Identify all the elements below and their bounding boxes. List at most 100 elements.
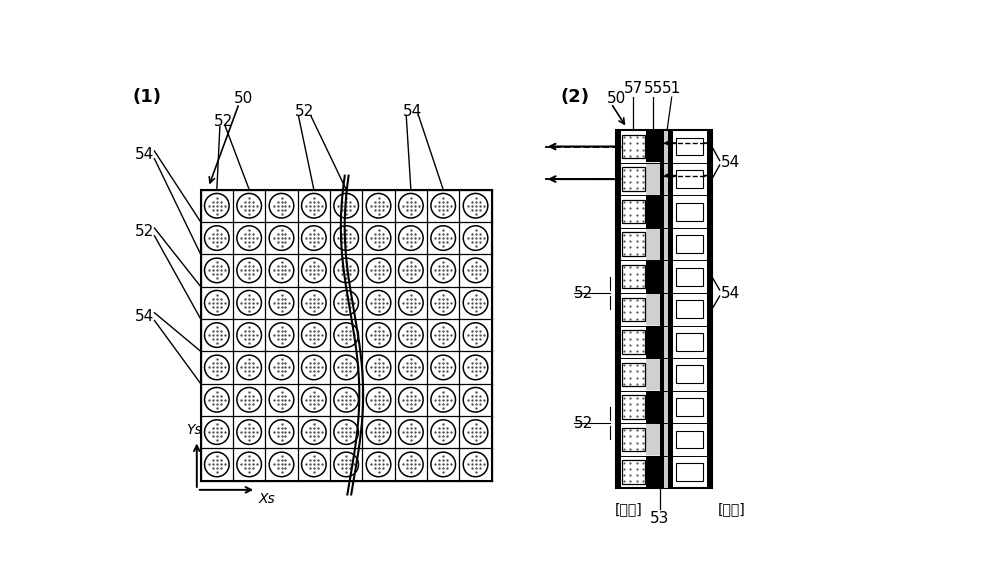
Bar — [622, 298, 645, 321]
Circle shape — [366, 355, 391, 380]
Text: 54: 54 — [134, 309, 154, 324]
Bar — [622, 460, 645, 484]
Circle shape — [463, 258, 488, 283]
Circle shape — [302, 355, 326, 380]
Bar — [676, 431, 703, 449]
Bar — [646, 130, 660, 488]
Bar — [646, 359, 660, 390]
Circle shape — [431, 194, 455, 218]
Bar — [622, 232, 645, 256]
Text: 52: 52 — [214, 114, 233, 129]
Circle shape — [302, 387, 326, 412]
Circle shape — [399, 323, 423, 347]
Circle shape — [269, 258, 294, 283]
Bar — [676, 137, 703, 156]
Circle shape — [334, 290, 358, 315]
Circle shape — [237, 194, 261, 218]
Text: [背面]: [背面] — [718, 502, 746, 516]
Bar — [676, 333, 703, 351]
Circle shape — [431, 355, 455, 380]
Circle shape — [302, 226, 326, 250]
Circle shape — [334, 420, 358, 445]
Circle shape — [431, 258, 455, 283]
Bar — [646, 391, 660, 423]
Circle shape — [302, 290, 326, 315]
Circle shape — [334, 258, 358, 283]
Circle shape — [302, 420, 326, 445]
Bar — [664, 130, 668, 488]
Bar — [646, 130, 660, 163]
Bar — [646, 424, 660, 455]
Circle shape — [302, 323, 326, 347]
Circle shape — [463, 355, 488, 380]
Circle shape — [302, 194, 326, 218]
Circle shape — [463, 226, 488, 250]
Text: 53: 53 — [650, 511, 670, 526]
Bar — [646, 261, 660, 292]
Bar — [646, 163, 660, 195]
Circle shape — [205, 452, 229, 477]
Circle shape — [269, 355, 294, 380]
Circle shape — [334, 355, 358, 380]
Bar — [707, 130, 712, 488]
Bar — [622, 428, 645, 451]
Circle shape — [302, 258, 326, 283]
Circle shape — [237, 323, 261, 347]
Text: 51: 51 — [662, 81, 681, 95]
Circle shape — [366, 387, 391, 412]
Text: 52: 52 — [574, 416, 593, 431]
Circle shape — [399, 226, 423, 250]
Bar — [622, 363, 645, 386]
Circle shape — [205, 194, 229, 218]
Circle shape — [269, 290, 294, 315]
Bar — [646, 326, 660, 357]
Circle shape — [366, 258, 391, 283]
Bar — [622, 395, 645, 419]
Text: 52: 52 — [134, 225, 154, 239]
Circle shape — [431, 387, 455, 412]
Bar — [622, 265, 645, 288]
Bar — [616, 130, 621, 488]
Circle shape — [399, 290, 423, 315]
Bar — [622, 200, 645, 223]
Bar — [646, 228, 660, 260]
Text: 54: 54 — [403, 104, 422, 119]
Circle shape — [431, 290, 455, 315]
Bar — [676, 398, 703, 416]
Bar — [646, 294, 660, 325]
Circle shape — [205, 258, 229, 283]
Circle shape — [366, 420, 391, 445]
Circle shape — [366, 226, 391, 250]
Bar — [668, 130, 673, 488]
Bar — [676, 268, 703, 285]
Circle shape — [334, 194, 358, 218]
Bar — [201, 190, 492, 481]
Circle shape — [399, 194, 423, 218]
Circle shape — [399, 387, 423, 412]
Bar — [676, 170, 703, 188]
Circle shape — [237, 290, 261, 315]
Circle shape — [399, 420, 423, 445]
Text: 57: 57 — [624, 81, 643, 95]
Text: 50: 50 — [606, 91, 626, 106]
Circle shape — [269, 194, 294, 218]
Circle shape — [205, 323, 229, 347]
Bar — [622, 135, 645, 159]
Bar — [622, 330, 645, 353]
Circle shape — [334, 226, 358, 250]
Text: Xs: Xs — [258, 492, 275, 506]
Circle shape — [269, 323, 294, 347]
Circle shape — [205, 290, 229, 315]
Circle shape — [237, 355, 261, 380]
Circle shape — [237, 452, 261, 477]
Circle shape — [366, 323, 391, 347]
Circle shape — [237, 420, 261, 445]
Circle shape — [463, 452, 488, 477]
Circle shape — [237, 387, 261, 412]
Circle shape — [205, 355, 229, 380]
Circle shape — [269, 452, 294, 477]
Text: 52: 52 — [295, 104, 314, 119]
Bar — [616, 130, 712, 488]
Circle shape — [463, 387, 488, 412]
Circle shape — [399, 355, 423, 380]
